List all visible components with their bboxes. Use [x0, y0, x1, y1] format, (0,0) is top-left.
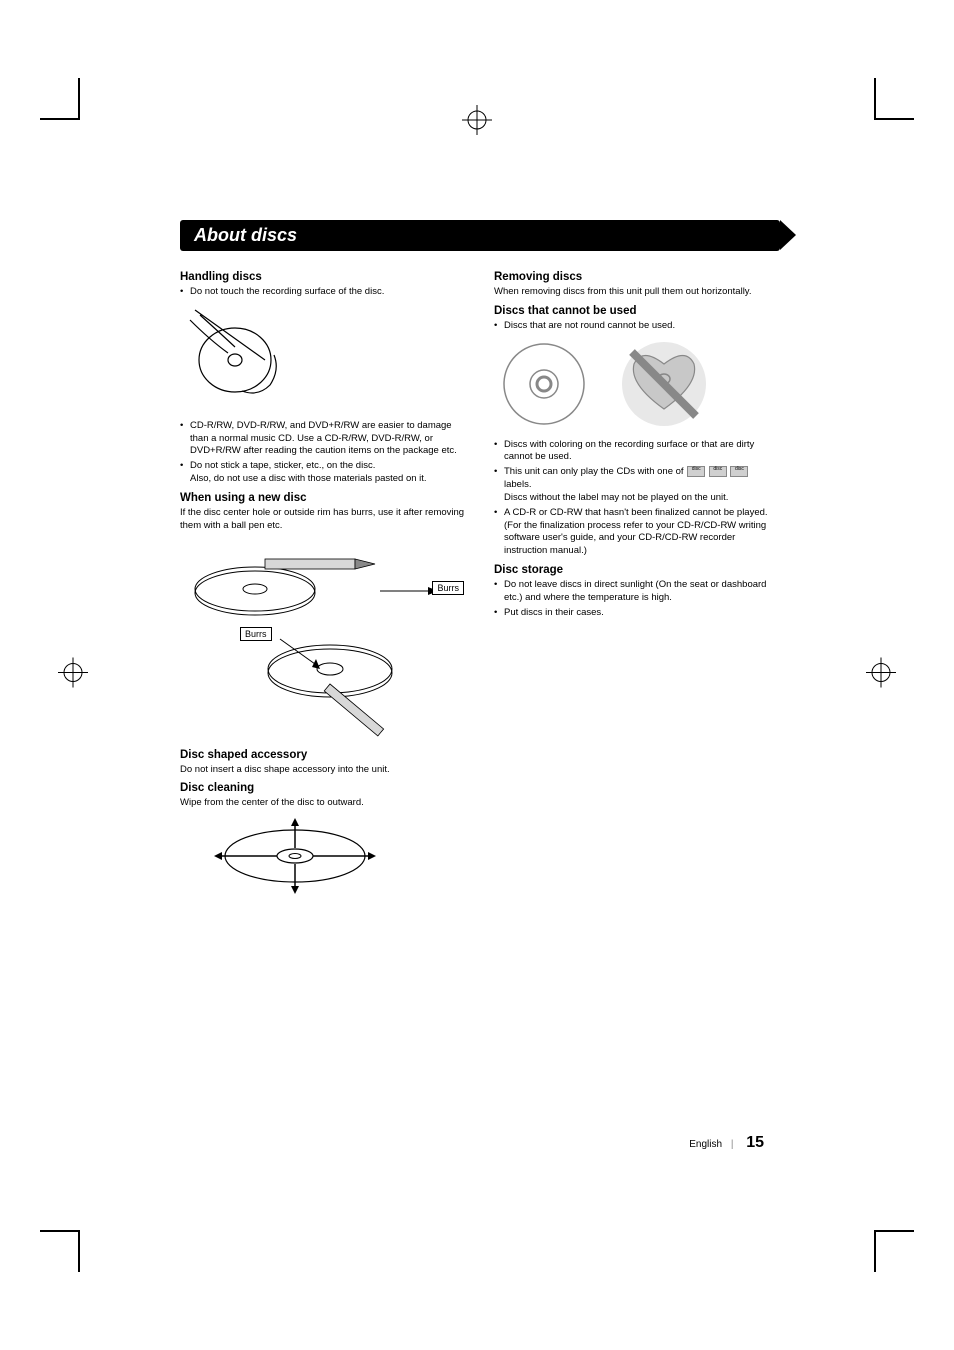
crop-mark	[78, 78, 80, 118]
body-text: Wipe from the center of the disc to outw…	[180, 797, 466, 810]
body-text: When removing discs from this unit pull …	[494, 286, 780, 299]
cd-logo-icon: disc	[709, 466, 727, 477]
page-footer: English | 15	[689, 1134, 764, 1152]
heading-storage: Disc storage	[494, 564, 780, 576]
crop-mark	[874, 1232, 876, 1272]
registration-mark-icon	[58, 658, 88, 693]
cleaning-illustration	[180, 816, 466, 901]
heading-cannot-be-used: Discs that cannot be used	[494, 305, 780, 317]
footer-separator: |	[731, 1139, 734, 1150]
handling-disc-illustration	[180, 305, 466, 410]
heading-handling: Handling discs	[180, 271, 466, 283]
registration-mark-icon	[462, 105, 492, 140]
bullet-text: Do not stick a tape, sticker, etc., on t…	[180, 460, 466, 486]
crop-mark	[874, 78, 876, 118]
footer-page-number: 15	[746, 1134, 764, 1151]
bullet-text-inner: Also, do not use a disc with those mater…	[190, 473, 427, 484]
bullet-text: Discs that are not round cannot be used.	[494, 320, 780, 333]
bullet-text: Do not touch the recording surface of th…	[180, 286, 466, 299]
bullet-text: Discs with coloring on the recording sur…	[494, 439, 780, 465]
burrs-label: Burrs	[240, 627, 272, 641]
heading-new-disc: When using a new disc	[180, 492, 466, 504]
right-column: Removing discs When removing discs from …	[494, 265, 780, 911]
crop-mark	[40, 1230, 80, 1232]
left-column: Handling discs Do not touch the recordin…	[180, 265, 466, 911]
body-text: If the disc center hole or outside rim h…	[180, 507, 466, 533]
bullet-text: This unit can only play the CDs with one…	[494, 466, 780, 504]
registration-mark-icon	[866, 658, 896, 693]
burrs-label: Burrs	[432, 581, 464, 595]
heading-removing: Removing discs	[494, 271, 780, 283]
section-title: About discs	[180, 220, 780, 251]
bullet-text: A CD-R or CD-RW that hasn't been finaliz…	[494, 507, 780, 558]
bullet-text-inner: Do not stick a tape, sticker, etc., on t…	[190, 460, 375, 471]
odd-disc-prohibited-icon	[614, 339, 714, 429]
crop-mark	[78, 1232, 80, 1272]
bullet-text-inner: This unit can only play the CDs with one…	[504, 466, 684, 477]
crop-mark	[874, 118, 914, 120]
round-disc-icon	[494, 339, 594, 429]
page-content: About discs Handling discs Do not touch …	[180, 220, 780, 911]
bullet-text-inner: Discs without the label may not be playe…	[504, 492, 728, 503]
burrs-illustration: Burrs Burrs	[180, 539, 466, 739]
footer-language: English	[689, 1139, 722, 1150]
bullet-text: CD-R/RW, DVD-R/RW, and DVD+R/RW are easi…	[180, 420, 466, 458]
bullet-text: Put discs in their cases.	[494, 607, 780, 620]
bullet-text-inner: labels.	[504, 479, 531, 490]
crop-mark	[40, 118, 80, 120]
cd-logo-icon: disc	[687, 466, 705, 477]
disc-shapes-illustration	[494, 339, 780, 429]
bullet-text: Do not leave discs in direct sunlight (O…	[494, 579, 780, 605]
body-text: Do not insert a disc shape accessory int…	[180, 764, 466, 777]
crop-mark	[874, 1230, 914, 1232]
heading-accessory: Disc shaped accessory	[180, 749, 466, 761]
heading-cleaning: Disc cleaning	[180, 782, 466, 794]
cd-logo-icon: disc	[730, 466, 748, 477]
